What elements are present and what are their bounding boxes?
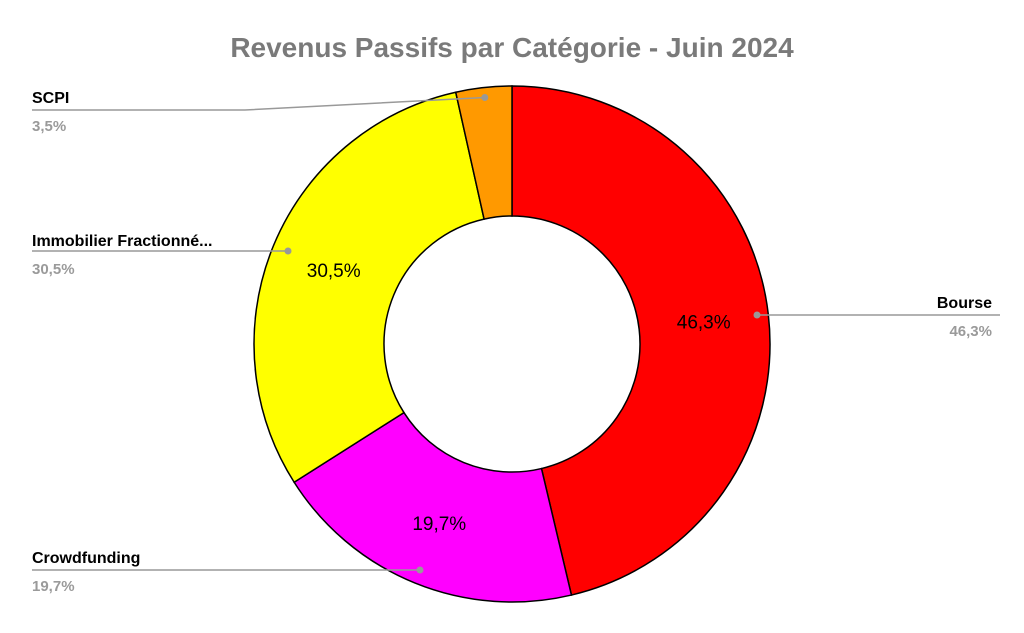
callout-value-label: 46,3%	[949, 323, 992, 340]
slice-bourse	[511, 85, 771, 596]
chart-title: Revenus Passifs par Catégorie - Juin 202…	[230, 32, 794, 63]
leader-line	[32, 96, 485, 111]
callout-value-label: 19,7%	[32, 578, 75, 595]
callout-value-label: 3,5%	[32, 118, 66, 135]
slice-immobilier-fractionn	[253, 91, 485, 484]
callout-category-label: Bourse	[937, 295, 992, 312]
slice-inner-label: 19,7%	[412, 514, 466, 535]
callout-value-label: 30,5%	[32, 261, 75, 278]
slice-crowdfunding	[293, 411, 573, 603]
slice-inner-label: 30,5%	[307, 261, 361, 282]
leader-dot	[753, 311, 761, 319]
slices-group: 46,3% 19,7% 30,5%	[253, 85, 771, 603]
leader-dot	[481, 93, 489, 101]
slice-scpi	[454, 85, 513, 220]
leader-dot	[284, 247, 292, 255]
callout-category-label: SCPI	[32, 90, 69, 107]
slice-inner-label: 46,3%	[677, 313, 731, 334]
callout-category-label: Crowdfunding	[32, 550, 140, 567]
leader-dot	[416, 566, 424, 574]
callout-category-label: Immobilier Fractionné...	[32, 233, 212, 250]
callouts-group: Bourse 46,3% Crowdfunding 19,7% Immobilier F…	[32, 90, 1000, 595]
